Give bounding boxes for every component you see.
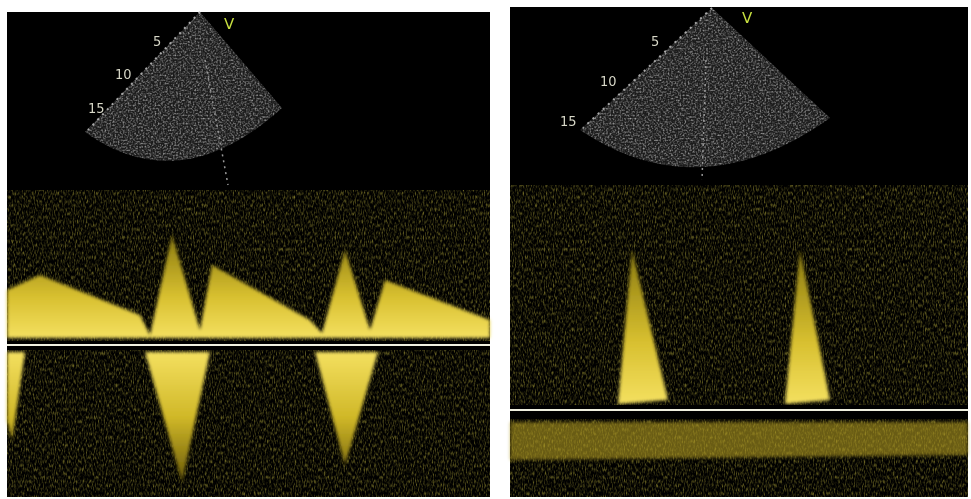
forward-flow	[7, 235, 490, 338]
depth-scale	[582, 7, 713, 129]
depth-label: 5	[651, 35, 659, 50]
reverse-flow	[7, 352, 378, 482]
sector-speckle	[85, 12, 282, 161]
reverse-flow	[510, 422, 968, 460]
cursor-line	[701, 59, 707, 181]
right-panel: V 5 10 15	[510, 7, 968, 497]
sector-speckle	[580, 8, 830, 168]
depth-label: 15	[560, 115, 577, 130]
depth-label: 5	[153, 35, 161, 50]
depth-label: 15	[88, 102, 105, 117]
marker: V	[742, 9, 753, 27]
depth-label: 10	[600, 75, 617, 90]
forward-flow	[618, 250, 830, 404]
depth-label: 10	[115, 68, 132, 83]
left-panel: V 5 10 15	[7, 11, 490, 497]
marker: V	[224, 15, 235, 33]
baseline-band	[510, 405, 968, 419]
